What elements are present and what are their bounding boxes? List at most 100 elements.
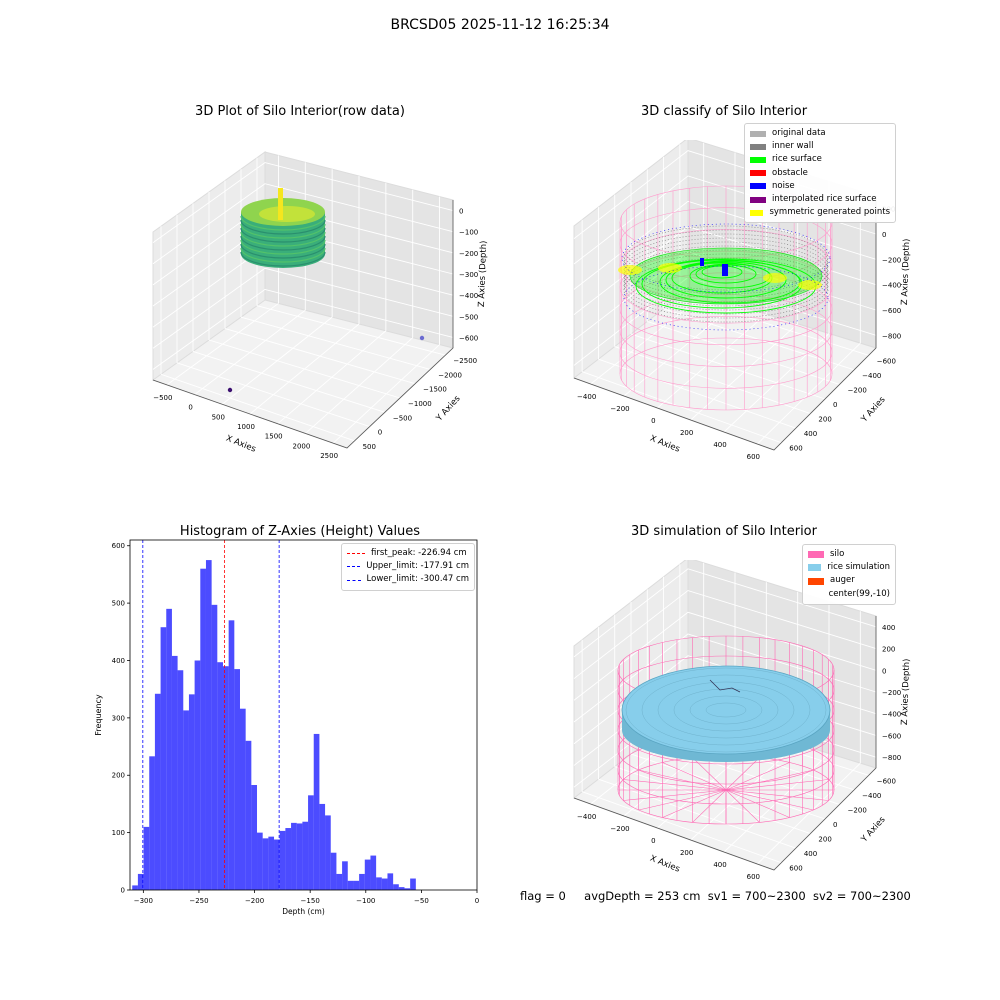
z-axis-label: Z Axies (Depth) bbox=[477, 240, 489, 307]
silo-bottom-rib bbox=[662, 789, 727, 818]
histogram-bars bbox=[132, 560, 416, 890]
histogram-bar bbox=[325, 815, 331, 890]
histogram-bar bbox=[330, 852, 337, 890]
histogram-bar bbox=[262, 838, 269, 890]
x-tick-label: 2500 bbox=[320, 452, 338, 460]
panel3-legend: first_peak: -226.94 cm Upper_limit: -177.… bbox=[341, 543, 475, 591]
z-tick-label: −200 bbox=[882, 256, 901, 264]
y-tick-label: 0 bbox=[833, 401, 837, 409]
y-tick-label: 600 bbox=[789, 865, 802, 873]
y-tick-label: 0 bbox=[378, 429, 382, 437]
legend-entry: auger bbox=[808, 574, 890, 587]
y-axis-label: Frequency bbox=[94, 694, 103, 736]
histogram-bar bbox=[160, 627, 167, 890]
legend-label: auger bbox=[830, 575, 855, 586]
z-tick-label: −200 bbox=[459, 250, 478, 258]
z-axis-label: Z Axies (Depth) bbox=[900, 238, 912, 305]
legend-swatch bbox=[750, 209, 764, 216]
histogram-bar bbox=[143, 826, 150, 890]
silo-bottom-rib bbox=[725, 789, 790, 818]
histogram-bar bbox=[353, 880, 360, 890]
inner-wall-ring bbox=[623, 225, 829, 291]
panel3-histogram: −300 −250 −200 −150 −100 −50 0 0 100 200 300 400 500… bbox=[94, 539, 479, 916]
legend-entry: original data bbox=[750, 127, 890, 140]
wall-ring bbox=[240, 247, 326, 263]
outlier-point bbox=[419, 335, 425, 341]
x-tick-label: −50 bbox=[414, 897, 429, 905]
histogram-bar bbox=[393, 884, 399, 890]
legend-entry: obstacle bbox=[750, 167, 890, 180]
silo-bottom-rib bbox=[638, 769, 727, 791]
legend-swatch bbox=[750, 157, 766, 163]
grid-y bbox=[630, 753, 826, 820]
panel1-3d-plot: −500050010001500200025005000−500−1000−15… bbox=[151, 151, 489, 460]
histogram-bar bbox=[410, 878, 416, 890]
y-tick-label: −2500 bbox=[453, 357, 477, 365]
y-tick-label: 100 bbox=[112, 829, 125, 837]
tick-labels: −400−20002004006006004002000−200−400−600… bbox=[577, 206, 901, 460]
legend-swatch bbox=[750, 143, 766, 150]
y-tick-label: −600 bbox=[877, 777, 896, 785]
x-tick-label: 600 bbox=[747, 873, 760, 880]
x-tick-label: 0 bbox=[475, 897, 479, 905]
y-tick-label: 500 bbox=[112, 600, 125, 608]
y-tick-label: 0 bbox=[121, 887, 125, 895]
footer-sv1: sv1 = 700~2300 bbox=[707, 889, 806, 903]
inner-wall-ring bbox=[623, 253, 829, 319]
legend-label: symmetric generated points bbox=[769, 207, 890, 218]
y-axis-line bbox=[773, 767, 877, 871]
histogram-bar bbox=[268, 836, 275, 890]
tick-labels: −400−20002004006006004002000−200−400−600… bbox=[577, 624, 901, 880]
x-axis-label: Depth (cm) bbox=[282, 907, 325, 916]
histogram-bar bbox=[279, 830, 286, 890]
silo-bottom-rib bbox=[623, 789, 727, 801]
x-tick-label: 0 bbox=[651, 417, 655, 425]
x-tick-label: −300 bbox=[134, 897, 153, 905]
silo-bottom-rib bbox=[725, 757, 760, 791]
tick-labels: −500050010001500200025005000−500−1000−15… bbox=[153, 208, 478, 460]
x-tick-label: 0 bbox=[188, 404, 192, 412]
grid-y bbox=[614, 346, 811, 414]
simulation bbox=[617, 635, 835, 825]
x-tick-label: 0 bbox=[651, 837, 655, 845]
panel2-legend: original data inner wall rice surface obsta… bbox=[744, 123, 896, 224]
inner-wall-ring bbox=[623, 241, 829, 307]
grid-y bbox=[647, 321, 840, 385]
rice-surface-line bbox=[665, 261, 787, 299]
rice-mesh bbox=[657, 681, 795, 739]
y-tick-label: 200 bbox=[112, 772, 125, 780]
silo-bottom-rib bbox=[725, 762, 790, 791]
rice-mesh bbox=[641, 674, 811, 746]
histogram-bar bbox=[183, 710, 189, 890]
silo-wall-points bbox=[241, 212, 325, 268]
legend-entry: center(99,-10) bbox=[808, 588, 890, 601]
x-tick-label: −200 bbox=[245, 897, 264, 905]
histogram-bar bbox=[359, 873, 365, 890]
legend-line bbox=[347, 579, 361, 581]
grid-y bbox=[581, 371, 782, 444]
z-tick-label: −300 bbox=[459, 271, 478, 279]
histogram-bar bbox=[245, 740, 252, 890]
y-axis-line bbox=[773, 347, 877, 451]
symmetric-points bbox=[618, 265, 642, 275]
inner-wall-ring bbox=[623, 233, 829, 299]
z-tick-label: −400 bbox=[882, 282, 901, 290]
histogram-bar bbox=[381, 878, 388, 890]
y-tick-label: −200 bbox=[848, 386, 867, 394]
z-tick-label: 200 bbox=[882, 646, 895, 654]
silo-bottom bbox=[618, 756, 834, 824]
legend-label: inner wall bbox=[772, 141, 814, 152]
legend-entry: symmetric generated points bbox=[750, 206, 890, 219]
wall-ring bbox=[240, 235, 326, 251]
x-tick-label: −100 bbox=[356, 897, 375, 905]
noise-cluster bbox=[700, 258, 704, 266]
histogram-bar bbox=[274, 839, 280, 890]
histogram-bar bbox=[217, 662, 223, 890]
histogram-bar bbox=[257, 832, 263, 890]
histogram-bar bbox=[171, 655, 178, 890]
grid-y bbox=[614, 766, 811, 834]
panel2-3d-plot: −400−20002004006006004002000−200−400−600… bbox=[572, 140, 912, 460]
z-tick-label: −200 bbox=[882, 689, 901, 697]
footer-sv2: sv2 = 700~2300 bbox=[812, 889, 911, 903]
y-tick-label: −1500 bbox=[423, 386, 447, 394]
